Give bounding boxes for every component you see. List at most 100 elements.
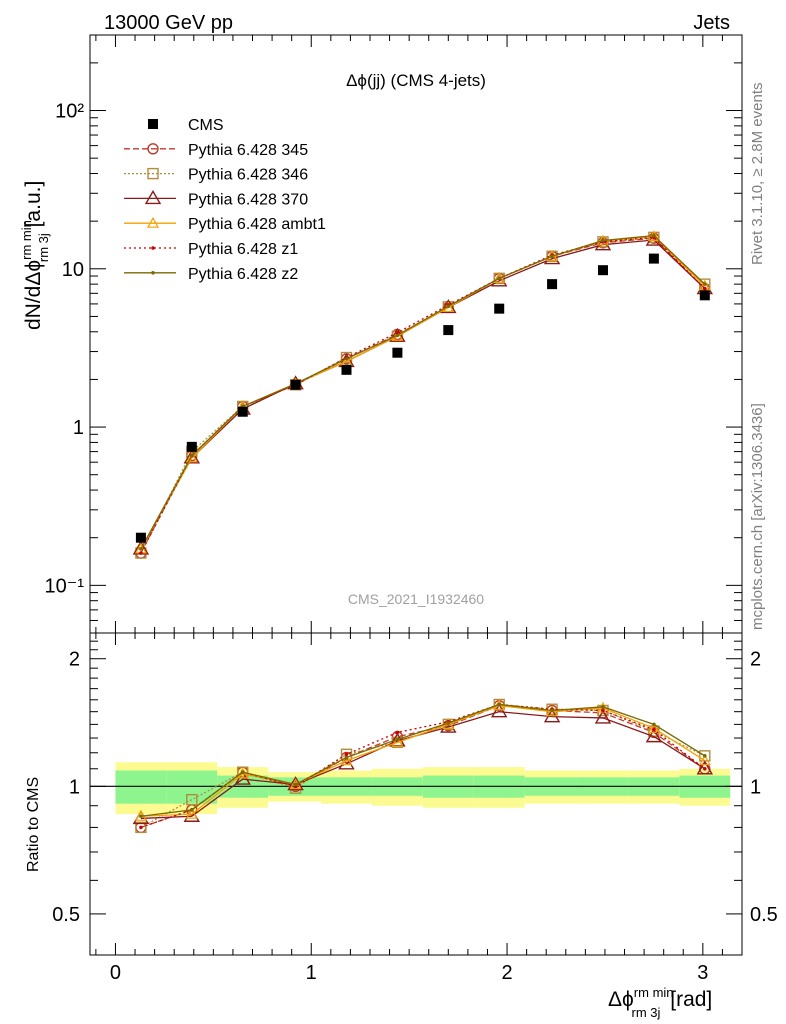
ratio-y-tick-label: 1 bbox=[69, 776, 80, 798]
main-point-cms bbox=[547, 279, 558, 290]
ratio-point-p346 bbox=[186, 793, 198, 806]
main-line-p370 bbox=[140, 239, 706, 550]
ratio-y-tick-label: 2 bbox=[69, 649, 80, 671]
ratio-point-z2 bbox=[240, 770, 245, 774]
ratio-point-ambt1 bbox=[185, 807, 198, 819]
main-point-z2 bbox=[702, 282, 707, 286]
legend-marker bbox=[146, 216, 160, 228]
main-point-cms bbox=[648, 253, 659, 264]
legend-label: Pythia 6.428 z2 bbox=[188, 266, 298, 283]
ratio-point-p370 bbox=[696, 760, 714, 775]
ratio-series-z2 bbox=[139, 702, 707, 819]
main-point-p370 bbox=[389, 327, 406, 342]
ratio-point-z1 bbox=[652, 727, 656, 732]
legend-entry-p346: Pythia 6.428 346 bbox=[124, 167, 308, 184]
ratio-band-inner bbox=[166, 770, 218, 804]
xaxis-label: Δϕrm min rm 3j [rad] bbox=[608, 985, 712, 1020]
main-line-p346 bbox=[140, 236, 706, 554]
ratio-point-ambt1 bbox=[391, 736, 404, 747]
main-point-cms bbox=[341, 364, 352, 375]
main-point-cms bbox=[699, 290, 710, 301]
ratio-point-p346 bbox=[340, 748, 353, 761]
ratio-point-z1 bbox=[601, 708, 605, 713]
x-tick-label: 3 bbox=[697, 962, 708, 984]
legend-label: Pythia 6.428 345 bbox=[188, 142, 308, 159]
ratio-point-p370 bbox=[594, 709, 612, 724]
ratio-panel-frame bbox=[89, 632, 743, 956]
tick-layer: 0 1 2 3 10⁻¹ 1 10 10² 0.5 0.5 1 1 2 2 bbox=[45, 34, 778, 984]
ratio-point-z2 bbox=[395, 737, 400, 742]
y-tick-label: 10⁻¹ bbox=[45, 575, 85, 597]
legend-marker bbox=[151, 271, 155, 275]
ratio-series-z1 bbox=[139, 702, 707, 830]
ratio-point-z1 bbox=[395, 730, 400, 735]
main-point-z2 bbox=[395, 333, 400, 338]
main-point-cms bbox=[494, 303, 505, 314]
ratio-point-z2 bbox=[601, 705, 605, 709]
main-point-cms bbox=[135, 532, 146, 543]
main-series-cms bbox=[135, 253, 710, 543]
ratio-y-tick-label-right: 2 bbox=[750, 649, 761, 671]
main-point-z2 bbox=[344, 356, 349, 361]
ratio-point-z2 bbox=[550, 708, 554, 713]
ratio-point-p370 bbox=[645, 728, 663, 743]
ratio-point-z1 bbox=[139, 825, 143, 830]
ratio-point-p346 bbox=[237, 766, 249, 778]
main-point-z1 bbox=[702, 286, 707, 291]
legend-marker bbox=[151, 246, 155, 250]
ratio-line-z1 bbox=[140, 703, 706, 829]
main-point-z1 bbox=[139, 551, 143, 555]
ratio-point-z1 bbox=[702, 766, 707, 771]
legend-marker bbox=[148, 119, 158, 129]
ratio-point-p370 bbox=[490, 703, 508, 718]
main-point-cms bbox=[597, 265, 608, 276]
legend-label: Pythia 6.428 346 bbox=[188, 167, 308, 184]
legend-entry-z1: Pythia 6.428 z1 bbox=[124, 241, 298, 258]
ratio-y-tick-label-right: 0.5 bbox=[750, 904, 778, 926]
legend: CMS Pythia 6.428 345 Pythia 6.428 346 Pythi… bbox=[124, 117, 326, 283]
ratio-point-ambt1 bbox=[647, 722, 660, 733]
y-tick-label: 10 bbox=[62, 259, 84, 281]
x-tick-label: 0 bbox=[110, 962, 121, 984]
ratio-line-p346 bbox=[140, 703, 706, 828]
ratio-uncertainty-bands bbox=[115, 762, 731, 815]
ratio-y-tick-label-right: 1 bbox=[750, 776, 761, 798]
y-tick-label: 1 bbox=[73, 417, 84, 439]
main-point-z2 bbox=[601, 238, 605, 243]
rivet-version-label: Rivet 3.1.10, ≥ 2.8M events bbox=[749, 83, 766, 266]
main-point-z2 bbox=[497, 276, 502, 281]
legend-entry-cms: CMS bbox=[148, 117, 224, 134]
ratio-point-z2 bbox=[139, 814, 143, 819]
legend-label: Pythia 6.428 370 bbox=[188, 191, 308, 208]
legend-label: Pythia 6.428 z1 bbox=[188, 241, 298, 258]
main-point-ambt1 bbox=[391, 329, 404, 341]
mcplots-label: mcplots.cern.ch [arXiv:1306.3436] bbox=[749, 403, 766, 630]
main-point-ambt1 bbox=[185, 451, 198, 463]
main-point-z2 bbox=[652, 233, 656, 238]
ratio-point-z2 bbox=[190, 808, 194, 812]
main-point-cms bbox=[237, 406, 248, 417]
ratio-point-z2 bbox=[497, 702, 502, 707]
main-point-z2 bbox=[550, 254, 554, 259]
main-point-cms bbox=[186, 441, 197, 452]
legend-entry-p370: Pythia 6.428 370 bbox=[124, 190, 308, 208]
ratio-point-ambt1 bbox=[546, 705, 559, 717]
legend-entry-ambt1: Pythia 6.428 ambt1 bbox=[124, 216, 326, 233]
main-point-z1 bbox=[395, 330, 400, 335]
main-point-cms bbox=[443, 325, 454, 336]
ratio-point-z2 bbox=[702, 754, 707, 758]
ratio-ylabel: Ratio to CMS bbox=[25, 777, 42, 872]
main-point-cms bbox=[392, 347, 403, 358]
legend-marker bbox=[144, 190, 162, 205]
legend-marker bbox=[147, 167, 159, 180]
x-tick-label: 2 bbox=[501, 962, 512, 984]
legend-entry-p345: Pythia 6.428 345 bbox=[124, 142, 308, 159]
main-point-z2 bbox=[190, 453, 194, 458]
main-point-cms bbox=[290, 379, 301, 390]
ratio-point-ambt1 bbox=[340, 754, 353, 766]
main-line-p345 bbox=[140, 237, 706, 554]
series-layer bbox=[132, 230, 714, 834]
legend-label: Pythia 6.428 ambt1 bbox=[188, 216, 326, 233]
ratio-line-z2 bbox=[140, 703, 706, 817]
